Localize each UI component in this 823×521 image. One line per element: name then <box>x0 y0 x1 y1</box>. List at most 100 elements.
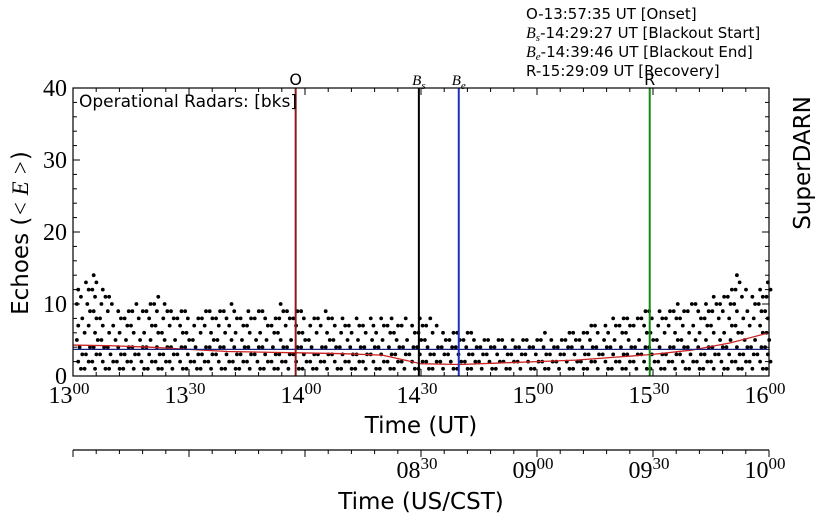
echo-point <box>703 353 707 357</box>
echo-point <box>164 360 168 364</box>
echo-point <box>172 317 176 321</box>
echo-point <box>730 360 734 364</box>
echo-point <box>744 288 748 292</box>
echo-point <box>225 353 229 357</box>
legend-line: O-13:57:35 UT [Onset] <box>526 5 697 23</box>
echo-point <box>176 353 180 357</box>
echo-point <box>658 309 662 313</box>
echo-point <box>107 295 111 299</box>
echo-point <box>712 295 716 299</box>
echo-point <box>142 331 146 335</box>
echo-point <box>667 324 671 328</box>
echo-point <box>372 360 376 364</box>
echo-point <box>357 324 361 328</box>
echo-point <box>494 367 498 371</box>
echo-point <box>90 288 94 292</box>
echo-point <box>625 317 629 321</box>
echo-point <box>477 360 481 364</box>
echo-point <box>405 338 409 342</box>
echo-point <box>604 324 608 328</box>
echo-point <box>596 331 600 335</box>
echo-point <box>408 353 412 357</box>
echo-point <box>720 360 724 364</box>
echo-point <box>145 309 149 313</box>
echo-point <box>534 353 538 357</box>
echo-point <box>315 367 319 371</box>
echo-point <box>150 324 154 328</box>
echo-point <box>521 338 525 342</box>
echo-point <box>377 345 381 349</box>
echo-point <box>186 353 190 357</box>
echo-point <box>262 367 266 371</box>
echo-point <box>673 367 677 371</box>
echo-point <box>670 360 674 364</box>
echo-point <box>234 367 238 371</box>
echo-point <box>738 353 742 357</box>
echo-point <box>610 367 614 371</box>
echo-point <box>740 331 744 335</box>
echo-point <box>478 345 482 349</box>
echo-point <box>285 309 289 313</box>
echo-point <box>446 353 450 357</box>
echo-point <box>704 338 708 342</box>
echo-point <box>258 367 262 371</box>
echo-point <box>200 317 204 321</box>
echo-point <box>722 367 726 371</box>
echo-point <box>85 302 89 306</box>
echo-point <box>442 353 446 357</box>
echo-point <box>263 317 267 321</box>
echo-point <box>556 345 560 349</box>
echo-point <box>137 353 141 357</box>
echo-point <box>299 345 303 349</box>
echo-point <box>464 345 468 349</box>
echo-point <box>589 324 593 328</box>
echo-point <box>214 353 218 357</box>
superdarn-label: SuperDARN <box>790 96 816 230</box>
echo-point <box>668 309 672 313</box>
echo-point <box>98 317 102 321</box>
echo-point <box>246 309 250 313</box>
echo-point <box>694 302 698 306</box>
echo-point <box>753 338 757 342</box>
echo-point <box>243 345 247 349</box>
echo-point <box>257 309 261 313</box>
echo-point <box>119 317 123 321</box>
echo-point <box>687 367 691 371</box>
echo-point <box>440 345 444 349</box>
echo-point <box>765 367 769 371</box>
echo-point <box>356 338 360 342</box>
echo-point <box>210 353 214 357</box>
echo-point <box>511 338 515 342</box>
echo-point <box>734 360 738 364</box>
echo-point <box>729 302 733 306</box>
echo-point <box>438 360 442 364</box>
echo-point <box>350 367 354 371</box>
echo-point <box>614 324 618 328</box>
echo-point <box>539 338 543 342</box>
echo-point <box>503 345 507 349</box>
echo-point <box>203 360 207 364</box>
echo-point <box>691 324 695 328</box>
echo-point <box>322 360 326 364</box>
echo-point <box>346 338 350 342</box>
echo-point <box>676 302 680 306</box>
echo-point <box>734 324 738 328</box>
echo-point <box>280 360 284 364</box>
echo-point <box>753 302 757 306</box>
echo-point <box>230 302 234 306</box>
echo-point <box>319 360 323 364</box>
y-tick-label: 40 <box>43 76 67 102</box>
echo-point <box>722 295 726 299</box>
echo-point <box>548 353 552 357</box>
echo-point <box>357 360 361 364</box>
echo-point <box>710 309 714 313</box>
echo-point <box>656 360 660 364</box>
echo-point <box>121 367 125 371</box>
echo-point <box>274 317 278 321</box>
echo-point <box>390 317 394 321</box>
echo-point <box>388 331 392 335</box>
echo-point <box>658 345 662 349</box>
echo-point <box>87 288 91 292</box>
echo-point <box>92 309 96 313</box>
echo-point <box>744 360 748 364</box>
